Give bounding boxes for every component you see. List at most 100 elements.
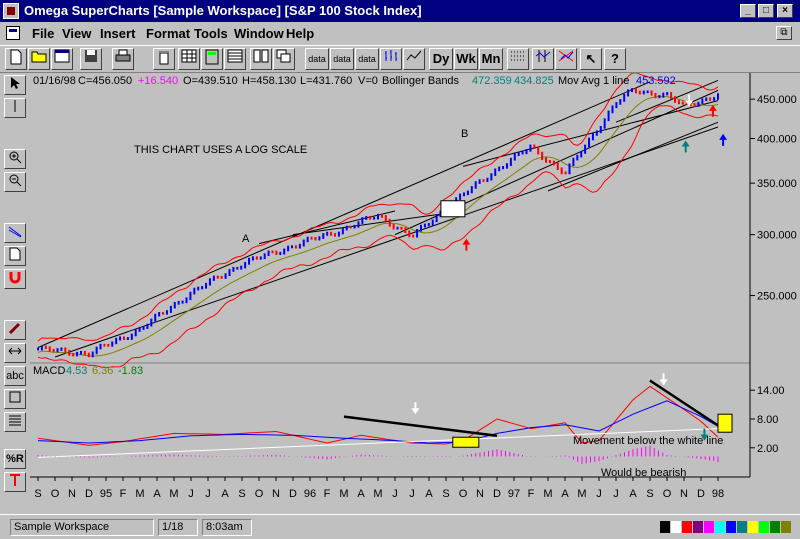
analysis-button[interactable] [555,48,577,70]
insert-window-button[interactable] [51,48,73,70]
maximize-button[interactable]: □ [758,4,774,18]
tool-mark[interactable] [4,472,26,492]
zoom-in-tool[interactable] [4,149,26,169]
time-tick-label: 97 [508,488,520,500]
data-button-1[interactable]: data [305,48,329,70]
table-icon [227,49,243,63]
zoom-out-tool[interactable] [4,172,26,192]
time-tick-label: O [459,488,468,500]
page-tool[interactable] [4,246,26,266]
pointer-tool[interactable] [4,75,26,95]
analysis-icon [558,50,574,62]
palette-swatch[interactable] [781,521,791,533]
status-bar: Sample Workspace 1/18 8:03am [0,514,800,539]
line-tool[interactable] [4,98,26,118]
save-button[interactable] [80,48,102,70]
arrow-up-icon [719,133,728,146]
time-tick-label: S [34,488,41,500]
menu-window[interactable]: Window [234,26,284,41]
monthly-button[interactable]: Mn [479,48,503,70]
palette-swatch[interactable] [770,521,780,533]
folder-icon [31,51,47,63]
palette-swatch[interactable] [660,521,670,533]
cascade-icon [276,49,291,63]
menu-tools[interactable]: Tools [194,26,228,41]
menu-file[interactable]: File [32,26,55,41]
new-file-button[interactable] [5,48,27,70]
data-button-3[interactable]: data [355,48,379,70]
info-date: 01/16/98 [33,75,76,87]
palette-swatch[interactable] [726,521,736,533]
time-tick-label: D [697,488,705,500]
help-pointer-button[interactable]: ? [604,48,626,70]
time-axis: S O N D 95 F M A M J J A S O N D 96 F M A M J J A S O N D 97 F M A M J J A S… [34,477,724,500]
grid-lines-button[interactable] [507,48,529,70]
bar-chart-icon [385,50,397,61]
print-button[interactable] [112,48,134,70]
delete-button[interactable] [153,48,175,70]
time-tick-label: M [339,488,348,500]
palette-swatch[interactable] [682,521,692,533]
menu-format[interactable]: Format [146,26,191,41]
palette-swatch[interactable] [759,521,769,533]
macd-value-2: 6.36 [92,365,113,377]
rectangle-icon [9,391,21,403]
weekly-button[interactable]: Wk [454,48,478,70]
close-button[interactable]: × [777,4,793,18]
palette-swatch[interactable] [737,521,747,533]
price-tick-label: 250.000 [757,291,797,303]
calculator-icon [205,49,219,65]
restore-icon[interactable]: ⧉ [776,26,792,40]
macd-white-line [37,428,719,458]
chart-canvas[interactable]: 450.000 400.000 350.000 300.000 250.000 14.0… [30,72,800,514]
white-line-note-2: Would be bearish [601,467,686,479]
app-icon[interactable] [3,3,19,19]
document-icon[interactable] [6,26,20,40]
palette-swatch[interactable] [704,521,714,533]
magnet-tool[interactable] [4,269,26,289]
text-tool[interactable]: abc [4,366,26,386]
percent-r-tool[interactable]: %R [4,449,26,469]
palette-swatch[interactable] [715,521,725,533]
tile-button[interactable] [250,48,272,70]
trendline-tool[interactable] [4,223,26,243]
indicator-button[interactable] [532,48,554,70]
chart-window: 450.000 400.000 350.000 300.000 250.000 14.0… [30,72,800,514]
palette-swatch[interactable] [671,521,681,533]
menu-bar: File View Insert Format Tools Window Hel… [0,22,800,45]
bar-style-button[interactable] [380,48,402,70]
calculator-button[interactable] [201,48,223,70]
arrow-up-icon [462,238,471,251]
info-high: H=458.130 [242,75,296,87]
status-page: 1/18 [158,519,198,536]
zoom-in-icon [9,151,22,164]
pencil-icon [8,322,21,335]
time-tick-label: N [68,488,76,500]
pointer-button[interactable]: ↖ [580,48,602,70]
daily-button[interactable]: Dy [429,48,453,70]
price-tick-label: 400.000 [757,134,797,146]
menu-insert[interactable]: Insert [100,26,136,41]
zoom-out-icon [9,174,22,187]
time-tick-label: S [238,488,245,500]
new-file-icon [10,49,22,65]
menu-view[interactable]: View [62,26,92,41]
data-table-button[interactable] [224,48,246,70]
palette-swatch[interactable] [693,521,703,533]
menu-help[interactable]: Help [286,26,315,41]
time-tick-label: J [596,488,602,500]
data-button-2[interactable]: data [330,48,354,70]
time-tick-label: N [272,488,280,500]
minimize-button[interactable]: _ [740,4,756,18]
palette-swatch[interactable] [748,521,758,533]
grid-button[interactable] [178,48,200,70]
cascade-button[interactable] [273,48,295,70]
line-style-button[interactable] [403,48,425,70]
horizontal-lines-tool[interactable] [4,412,26,432]
pencil-tool[interactable] [4,320,26,340]
horizontal-arrow-tool[interactable] [4,343,26,363]
time-tick-label: A [629,488,637,500]
open-button[interactable] [28,48,50,70]
vertical-line-icon [14,100,16,112]
rectangle-tool[interactable] [4,389,26,409]
